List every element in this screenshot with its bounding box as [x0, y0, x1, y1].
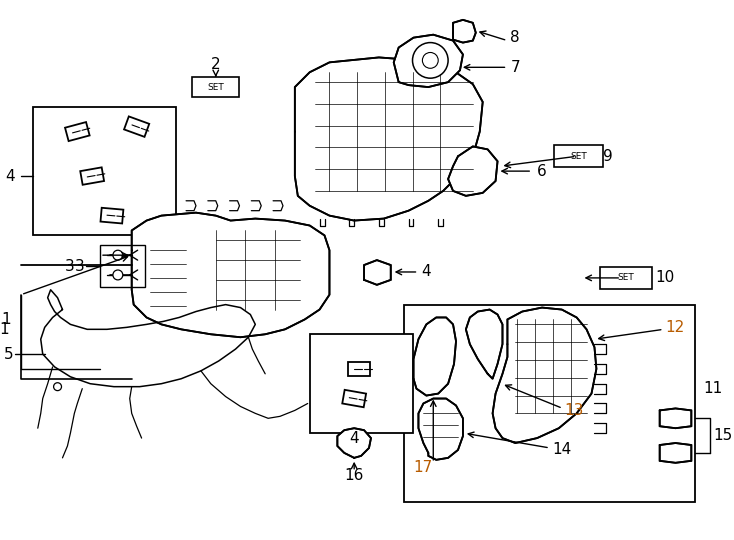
Circle shape [413, 43, 448, 78]
Polygon shape [660, 443, 691, 463]
Text: 8: 8 [510, 30, 520, 45]
Polygon shape [364, 260, 390, 285]
Text: 9: 9 [603, 149, 613, 164]
Text: SET: SET [570, 152, 587, 161]
Bar [600, 267, 652, 289]
Polygon shape [338, 428, 371, 458]
Text: 3: 3 [65, 259, 74, 274]
Bar [554, 145, 603, 167]
Text: SET: SET [208, 83, 224, 92]
Polygon shape [348, 362, 370, 376]
Bar [310, 334, 413, 433]
Polygon shape [295, 57, 483, 220]
Text: 7: 7 [510, 60, 520, 75]
Polygon shape [448, 146, 498, 196]
Text: 11: 11 [703, 381, 722, 396]
Bar [192, 77, 239, 97]
Circle shape [54, 383, 62, 390]
Text: 15: 15 [713, 428, 733, 443]
Bar [100, 245, 145, 287]
Polygon shape [393, 35, 463, 87]
Text: 3: 3 [74, 259, 84, 274]
Polygon shape [131, 213, 330, 338]
Text: 6: 6 [537, 164, 547, 179]
Polygon shape [65, 122, 90, 141]
Polygon shape [124, 117, 149, 137]
Polygon shape [80, 167, 104, 185]
Circle shape [113, 250, 123, 260]
Polygon shape [493, 308, 597, 443]
Text: 1: 1 [0, 322, 9, 337]
Text: 13: 13 [564, 403, 584, 418]
Text: 2: 2 [211, 57, 220, 72]
Text: 4: 4 [5, 168, 15, 184]
Polygon shape [660, 408, 691, 428]
Circle shape [422, 52, 438, 68]
Polygon shape [342, 390, 366, 407]
Polygon shape [413, 318, 456, 396]
Text: 14: 14 [552, 442, 571, 457]
Bar [404, 305, 695, 502]
Text: 17: 17 [413, 460, 433, 475]
Text: 12: 12 [666, 320, 685, 335]
Polygon shape [101, 208, 123, 224]
Text: 5: 5 [4, 347, 13, 362]
Text: SET: SET [618, 273, 634, 282]
Circle shape [113, 270, 123, 280]
Text: 16: 16 [344, 468, 364, 483]
Text: 1: 1 [1, 312, 11, 327]
Text: 4: 4 [421, 265, 431, 280]
Polygon shape [453, 20, 476, 43]
Text: 10: 10 [655, 271, 675, 286]
Polygon shape [466, 309, 503, 379]
Polygon shape [418, 399, 463, 460]
Bar [33, 107, 176, 235]
Text: 4: 4 [349, 430, 359, 445]
